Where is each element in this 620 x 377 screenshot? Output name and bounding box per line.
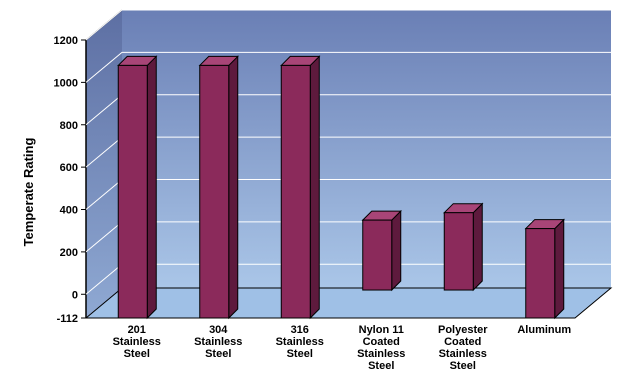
x-category-label-line: Aluminum (517, 324, 571, 336)
x-category-label: 316 Stainless Steel (276, 324, 324, 360)
bar (280, 55, 321, 320)
x-category-label-line: Nylon 11 (359, 324, 404, 336)
side-wall (86, 10, 122, 318)
y-tick-label: -112 (57, 313, 78, 325)
x-category-label: Polyester Coated Stainless Steel (438, 324, 488, 372)
x-category-label: Nylon 11 Coated Stainless Steel (357, 324, 405, 372)
x-category-label-line: Stainless (276, 336, 324, 348)
bar-side (472, 202, 483, 292)
x-category-label-line: Coated (363, 336, 400, 348)
x-category-label-line: Steel (368, 360, 394, 372)
bar (198, 55, 239, 320)
bars (117, 55, 565, 320)
y-tick-label: 400 (60, 205, 78, 217)
bar-side (228, 55, 239, 320)
x-category-label-line: Steel (287, 348, 313, 360)
bar-side (554, 218, 565, 320)
x-category-label-line: Stainless (113, 336, 161, 348)
x-category-label-line: Polyester (438, 324, 488, 336)
back-wall (122, 10, 611, 288)
bar-side (309, 55, 320, 320)
bar (361, 209, 402, 292)
x-category-label-line: 304 (209, 324, 228, 336)
x-category-label-line: Stainless (194, 336, 242, 348)
bar (524, 218, 565, 320)
bar (117, 55, 158, 320)
bar (443, 202, 484, 292)
x-category-label: 304 Stainless Steel (194, 324, 242, 360)
bar-side (146, 55, 157, 320)
x-category-label: Aluminum (517, 324, 571, 336)
bar-front (199, 64, 230, 319)
bar-front (117, 64, 148, 319)
x-category-label: 201 Stainless Steel (113, 324, 161, 360)
x-category-label-line: Steel (124, 348, 150, 360)
bar-front (525, 228, 556, 319)
y-axis-label: Temperate Rating (21, 138, 36, 247)
x-category-label-line: 316 (291, 324, 309, 336)
bar-front (443, 212, 474, 291)
bar-front (280, 64, 311, 319)
y-tick-label: 0 (72, 289, 78, 301)
x-category-label-line: Steel (450, 360, 476, 372)
y-tick-label: 200 (60, 247, 78, 259)
y-tick-label: 1000 (54, 77, 78, 89)
gridline (85, 9, 611, 41)
bar-side (391, 209, 402, 292)
x-category-label-line: Coated (444, 336, 481, 348)
y-axis-ticks: -112 0 200 400 600 800 1000 1200 (54, 35, 86, 325)
gridline (85, 51, 611, 83)
bar-front (362, 219, 393, 291)
x-category-label-line: Steel (205, 348, 231, 360)
x-category-label-line: 201 (128, 324, 146, 336)
y-tick-label: 800 (60, 120, 78, 132)
y-tick-label: 600 (60, 162, 78, 174)
x-category-label-line: Stainless (439, 348, 487, 360)
y-tick-label: 1200 (54, 35, 78, 47)
x-category-label-line: Stainless (357, 348, 405, 360)
